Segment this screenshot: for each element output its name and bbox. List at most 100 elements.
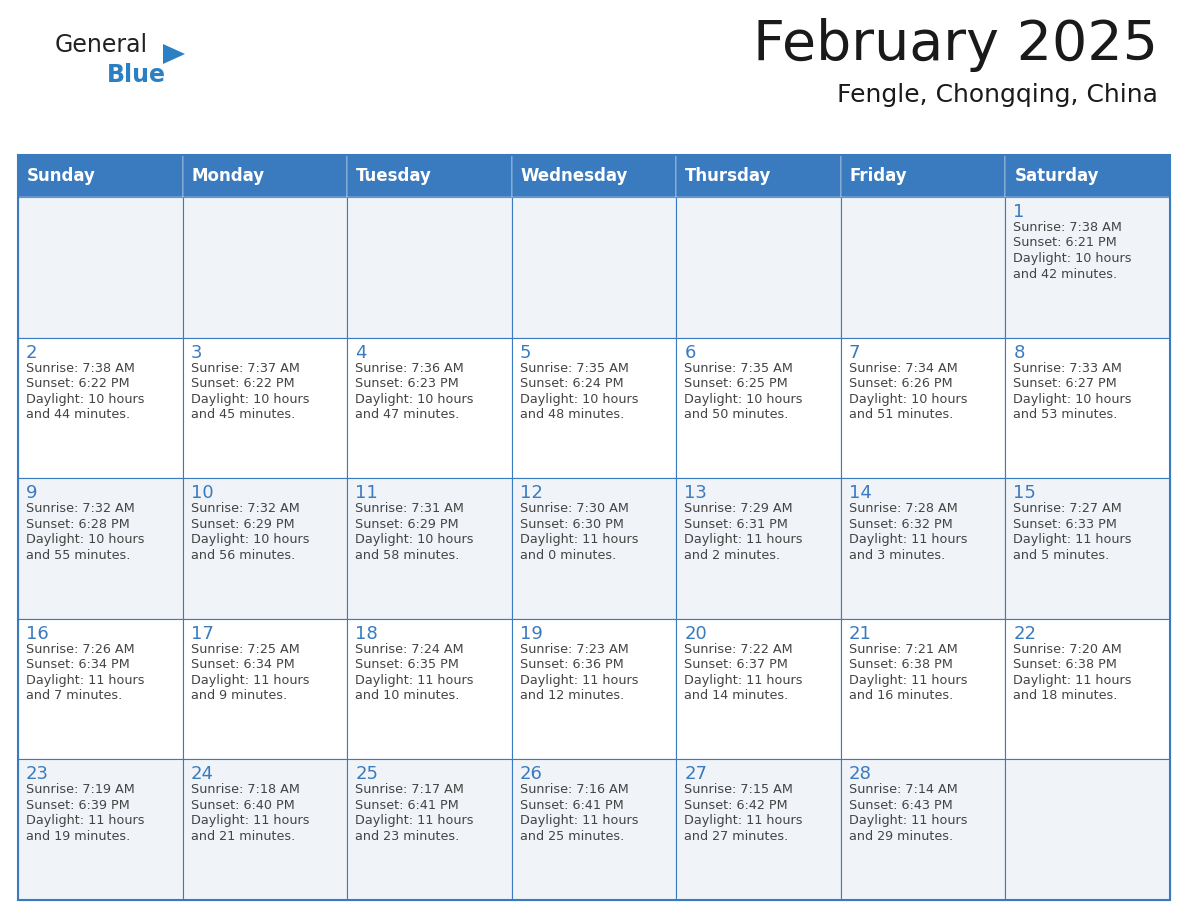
Text: and 7 minutes.: and 7 minutes. [26, 689, 122, 702]
Text: 14: 14 [849, 484, 872, 502]
Text: Sunrise: 7:23 AM: Sunrise: 7:23 AM [519, 643, 628, 655]
Text: Sunrise: 7:16 AM: Sunrise: 7:16 AM [519, 783, 628, 797]
Text: Daylight: 10 hours: Daylight: 10 hours [1013, 393, 1132, 406]
Text: and 29 minutes.: and 29 minutes. [849, 830, 953, 843]
Text: Sunset: 6:23 PM: Sunset: 6:23 PM [355, 377, 459, 390]
Text: Sunrise: 7:35 AM: Sunrise: 7:35 AM [519, 362, 628, 375]
Text: Daylight: 11 hours: Daylight: 11 hours [190, 814, 309, 827]
Text: Sunset: 6:38 PM: Sunset: 6:38 PM [849, 658, 953, 671]
Text: 24: 24 [190, 766, 214, 783]
Text: Daylight: 11 hours: Daylight: 11 hours [684, 533, 803, 546]
Bar [347, 619, 512, 759]
Text: Sunrise: 7:29 AM: Sunrise: 7:29 AM [684, 502, 792, 515]
Text: 7: 7 [849, 343, 860, 362]
Text: Sunset: 6:31 PM: Sunset: 6:31 PM [684, 518, 788, 531]
Text: 5: 5 [519, 343, 531, 362]
Text: 25: 25 [355, 766, 378, 783]
Text: Sunset: 6:29 PM: Sunset: 6:29 PM [355, 518, 459, 531]
Text: Sunrise: 7:15 AM: Sunrise: 7:15 AM [684, 783, 794, 797]
Text: Daylight: 10 hours: Daylight: 10 hours [355, 393, 474, 406]
Text: Daylight: 11 hours: Daylight: 11 hours [355, 674, 474, 687]
Text: 22: 22 [1013, 625, 1036, 643]
Text: Daylight: 10 hours: Daylight: 10 hours [26, 393, 145, 406]
Text: Daylight: 11 hours: Daylight: 11 hours [519, 674, 638, 687]
Text: 19: 19 [519, 625, 543, 643]
Bar [347, 197, 512, 338]
Text: Daylight: 10 hours: Daylight: 10 hours [190, 533, 309, 546]
Text: 20: 20 [684, 625, 707, 643]
Bar [676, 197, 841, 338]
Text: Thursday: Thursday [685, 167, 772, 185]
Text: Saturday: Saturday [1015, 167, 1099, 185]
Text: and 55 minutes.: and 55 minutes. [26, 549, 131, 562]
Text: Sunrise: 7:24 AM: Sunrise: 7:24 AM [355, 643, 463, 655]
Text: Sunset: 6:25 PM: Sunset: 6:25 PM [684, 377, 788, 390]
Text: Sunset: 6:41 PM: Sunset: 6:41 PM [355, 799, 459, 812]
Bar [18, 155, 1170, 900]
Text: Monday: Monday [191, 167, 265, 185]
Text: Sunset: 6:39 PM: Sunset: 6:39 PM [26, 799, 129, 812]
Text: and 48 minutes.: and 48 minutes. [519, 409, 624, 421]
Text: 23: 23 [26, 766, 49, 783]
Text: Daylight: 11 hours: Daylight: 11 hours [355, 814, 474, 827]
Bar [18, 155, 183, 197]
Text: and 9 minutes.: and 9 minutes. [190, 689, 286, 702]
Text: Sunset: 6:30 PM: Sunset: 6:30 PM [519, 518, 624, 531]
Text: Sunset: 6:34 PM: Sunset: 6:34 PM [190, 658, 295, 671]
Bar [676, 155, 841, 197]
Text: Daylight: 10 hours: Daylight: 10 hours [190, 393, 309, 406]
Text: Tuesday: Tuesday [356, 167, 432, 185]
Text: Sunrise: 7:27 AM: Sunrise: 7:27 AM [1013, 502, 1123, 515]
Text: Blue: Blue [107, 63, 166, 87]
Text: and 58 minutes.: and 58 minutes. [355, 549, 460, 562]
Bar [676, 478, 841, 619]
Text: Sunset: 6:41 PM: Sunset: 6:41 PM [519, 799, 624, 812]
Bar [183, 338, 347, 478]
Text: Sunrise: 7:26 AM: Sunrise: 7:26 AM [26, 643, 134, 655]
Text: and 3 minutes.: and 3 minutes. [849, 549, 946, 562]
Text: 12: 12 [519, 484, 543, 502]
Text: Sunrise: 7:33 AM: Sunrise: 7:33 AM [1013, 362, 1123, 375]
Text: Daylight: 11 hours: Daylight: 11 hours [849, 674, 967, 687]
Text: Sunset: 6:24 PM: Sunset: 6:24 PM [519, 377, 624, 390]
Text: Sunday: Sunday [27, 167, 96, 185]
Text: Sunset: 6:34 PM: Sunset: 6:34 PM [26, 658, 129, 671]
Bar [676, 759, 841, 900]
Text: Sunset: 6:27 PM: Sunset: 6:27 PM [1013, 377, 1117, 390]
Bar [183, 155, 347, 197]
Bar [841, 478, 1005, 619]
Text: Daylight: 10 hours: Daylight: 10 hours [849, 393, 967, 406]
Polygon shape [163, 44, 185, 64]
Text: Sunset: 6:21 PM: Sunset: 6:21 PM [1013, 237, 1117, 250]
Text: Sunset: 6:29 PM: Sunset: 6:29 PM [190, 518, 295, 531]
Text: 10: 10 [190, 484, 213, 502]
Bar [18, 197, 183, 338]
Text: Daylight: 11 hours: Daylight: 11 hours [1013, 674, 1132, 687]
Text: Sunrise: 7:30 AM: Sunrise: 7:30 AM [519, 502, 628, 515]
Text: Daylight: 10 hours: Daylight: 10 hours [26, 533, 145, 546]
Bar [1005, 197, 1170, 338]
Text: Sunset: 6:43 PM: Sunset: 6:43 PM [849, 799, 953, 812]
Text: Sunset: 6:40 PM: Sunset: 6:40 PM [190, 799, 295, 812]
Bar [1005, 478, 1170, 619]
Text: Sunset: 6:42 PM: Sunset: 6:42 PM [684, 799, 788, 812]
Text: Sunrise: 7:32 AM: Sunrise: 7:32 AM [26, 502, 134, 515]
Text: 9: 9 [26, 484, 38, 502]
Bar [512, 155, 676, 197]
Text: Daylight: 11 hours: Daylight: 11 hours [190, 674, 309, 687]
Text: and 10 minutes.: and 10 minutes. [355, 689, 460, 702]
Text: and 27 minutes.: and 27 minutes. [684, 830, 789, 843]
Text: and 19 minutes.: and 19 minutes. [26, 830, 131, 843]
Text: 6: 6 [684, 343, 696, 362]
Bar [676, 338, 841, 478]
Bar [1005, 759, 1170, 900]
Text: Sunrise: 7:37 AM: Sunrise: 7:37 AM [190, 362, 299, 375]
Text: Sunset: 6:35 PM: Sunset: 6:35 PM [355, 658, 459, 671]
Bar [1005, 155, 1170, 197]
Text: Sunrise: 7:19 AM: Sunrise: 7:19 AM [26, 783, 134, 797]
Bar [512, 197, 676, 338]
Text: 27: 27 [684, 766, 707, 783]
Bar [1005, 338, 1170, 478]
Text: Sunset: 6:22 PM: Sunset: 6:22 PM [190, 377, 295, 390]
Text: and 18 minutes.: and 18 minutes. [1013, 689, 1118, 702]
